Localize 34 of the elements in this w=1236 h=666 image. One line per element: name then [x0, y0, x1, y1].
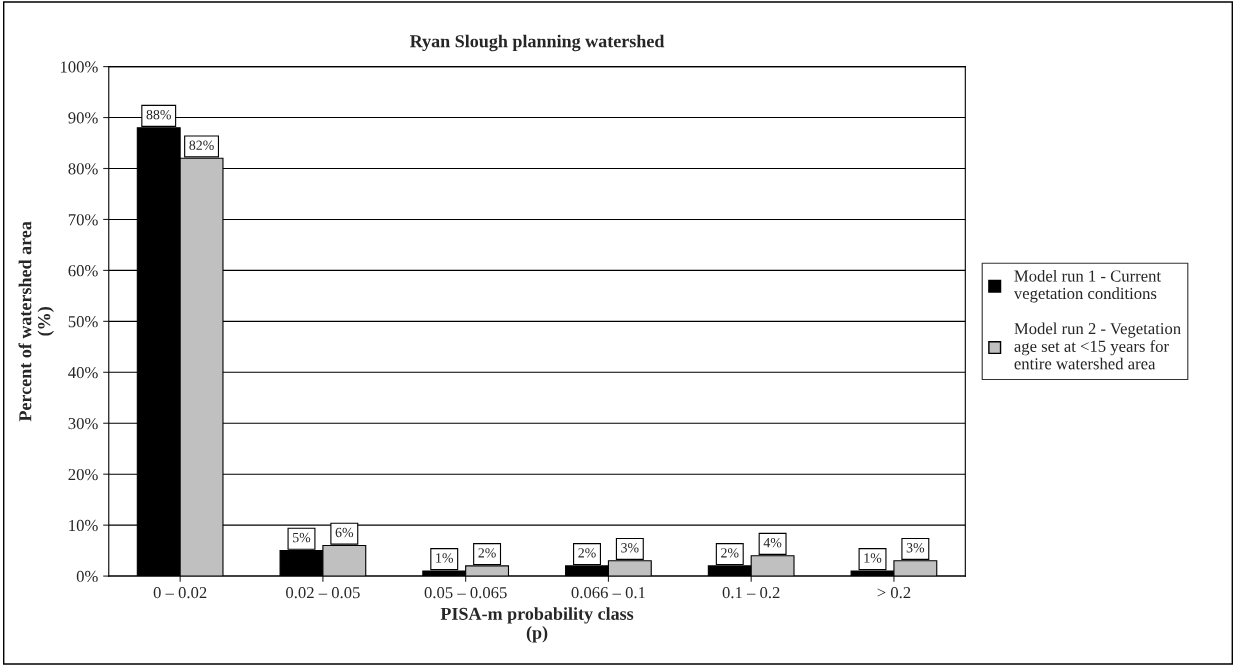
- y-tick-label: 40%: [68, 366, 98, 379]
- y-tick-label: 60%: [68, 265, 98, 277]
- data-label: 5%: [293, 532, 311, 543]
- legend-label: Model run 2 - Vegetation age set at <15 years for entire watershed area: [1014, 322, 1181, 370]
- x-tick-label: 0.05 – 0.065: [424, 586, 507, 599]
- y-tick-label: 30%: [68, 417, 98, 430]
- data-label: 88%: [146, 109, 171, 120]
- x-tick-label: 0.02 – 0.05: [286, 586, 360, 599]
- data-label: 2%: [721, 548, 739, 558]
- y-tick-label: 100%: [60, 61, 98, 73]
- data-label: 82%: [189, 140, 214, 150]
- legend-label: Model run 1 - Current vegetation conditions: [1013, 269, 1161, 303]
- data-label: 2%: [478, 548, 496, 558]
- data-label: 1%: [436, 553, 454, 563]
- data-label: 4%: [763, 537, 782, 548]
- data-label: 3%: [621, 543, 639, 553]
- y-tick-label: 80%: [68, 163, 98, 175]
- x-tick-label: > 0.2: [877, 586, 911, 599]
- x-tick-label: 0.066 – 0.1: [571, 586, 645, 599]
- y-tick-label: 50%: [68, 316, 98, 328]
- y-axis-title: Percent of watershed area (%): [18, 221, 54, 422]
- data-label: 3%: [906, 543, 925, 553]
- data-label: 1%: [864, 553, 882, 563]
- chart-title: Ryan Slough planning watershed: [409, 34, 665, 52]
- data-label: 6%: [335, 527, 354, 538]
- y-tick-label: 70%: [68, 214, 98, 226]
- x-axis-title: PISA-m probability class (p): [440, 607, 634, 643]
- x-tick-label: 0 – 0.02: [153, 586, 207, 599]
- y-tick-label: 90%: [68, 112, 98, 124]
- y-tick-label: 10%: [69, 519, 98, 532]
- x-tick-label: 0.1 – 0.2: [722, 586, 780, 599]
- data-label: 2%: [578, 548, 596, 558]
- y-tick-label: 20%: [68, 468, 98, 481]
- y-tick-label: 0%: [76, 570, 98, 583]
